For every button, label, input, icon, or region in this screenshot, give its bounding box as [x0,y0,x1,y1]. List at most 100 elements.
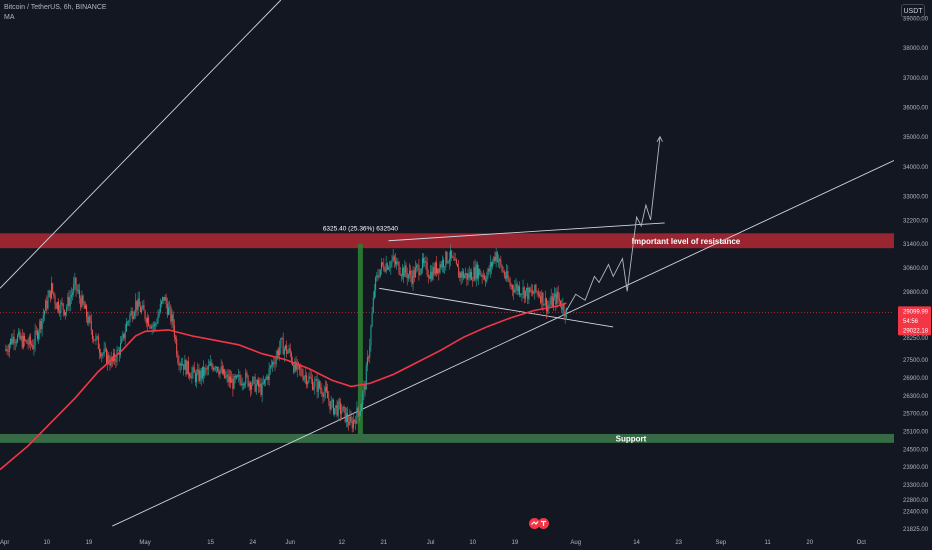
candle [49,290,51,303]
flag-top-trendline[interactable] [388,222,665,242]
tradingview-logo-icon[interactable] [528,517,550,530]
moving-average-line[interactable] [0,302,567,471]
resistance-zone[interactable] [0,233,894,249]
lower-channel-trendline[interactable] [112,160,895,527]
candle [327,383,329,399]
candle [341,403,343,419]
candle [505,271,507,281]
candle [166,297,168,319]
time-tick-label: 20 [806,540,813,546]
currency-button[interactable]: USDT [901,4,925,18]
candle [543,303,545,306]
candle-body [122,333,124,340]
candle [466,272,468,287]
candle-body [82,295,84,304]
candle [352,412,354,432]
candle [405,262,407,278]
flag-bottom-trendline[interactable] [379,287,614,328]
candle [365,362,367,390]
candle-body [281,338,283,339]
candle-body [38,332,40,339]
price-axis[interactable] [894,0,932,550]
candle [265,376,267,387]
candle-body [391,260,393,263]
candle [267,374,269,386]
candle-body [332,400,334,415]
candle-body [410,270,412,276]
candle [302,368,304,382]
candle-body [560,300,562,307]
candle-body [27,343,29,345]
candle [79,283,81,304]
candle-body [120,343,122,355]
projection-path[interactable] [566,136,661,311]
candle [533,290,535,295]
candle [514,279,516,294]
candle-body [459,272,461,278]
candle-body [562,303,564,310]
candle [400,273,402,282]
candle-body [486,276,488,282]
candle [8,342,10,358]
candle-body [526,287,528,291]
measure-bar[interactable] [357,243,363,434]
candle [452,255,454,258]
candle-body [451,250,453,258]
candle-body [247,375,249,387]
candle-body [5,349,7,351]
candle [170,304,172,325]
symbol-title[interactable]: Bitcoin / TetherUS, 6h, BINANCE [4,4,107,11]
time-tick-label: Aug [570,540,581,546]
candle-body [356,407,358,424]
candle [411,270,413,288]
candle [225,371,227,380]
upper-channel-trendline[interactable] [0,0,282,289]
candle [253,376,255,385]
candle [321,383,323,397]
candle-body [540,296,542,303]
candle [90,313,92,335]
candle [127,320,129,326]
candle-body [556,291,558,305]
candle-body [212,366,214,371]
candle-body [379,269,381,277]
candle [107,350,109,371]
candle [506,263,508,283]
candle-body [84,305,86,309]
candle [22,332,24,350]
candle [282,332,284,355]
candle-body [506,271,508,279]
candle-body [558,298,560,301]
candle [11,333,13,345]
indicator-ma-label[interactable]: MA [4,14,15,21]
candle [220,359,222,374]
time-axis[interactable] [0,535,894,550]
candle-body [419,273,421,275]
candle-body [244,384,246,386]
candle [387,265,389,270]
candle-body [252,377,254,385]
candle-body [393,256,395,261]
candle [41,318,43,337]
candle [335,405,337,415]
candle [280,337,282,355]
candle [73,276,75,297]
candle [72,288,74,301]
candle [355,415,357,430]
candle [70,287,72,305]
candle [378,269,380,279]
support-zone[interactable] [0,433,894,443]
candle [246,370,248,378]
candle-body [302,375,304,380]
candle-body [258,379,260,387]
candle [238,368,240,383]
candle-body [472,280,474,281]
candle-body [301,369,303,376]
candle-body [535,284,537,292]
candle-body [22,335,24,348]
candle [164,294,166,301]
candle [442,257,444,273]
candle-body [59,310,61,313]
candle-body [527,287,529,300]
